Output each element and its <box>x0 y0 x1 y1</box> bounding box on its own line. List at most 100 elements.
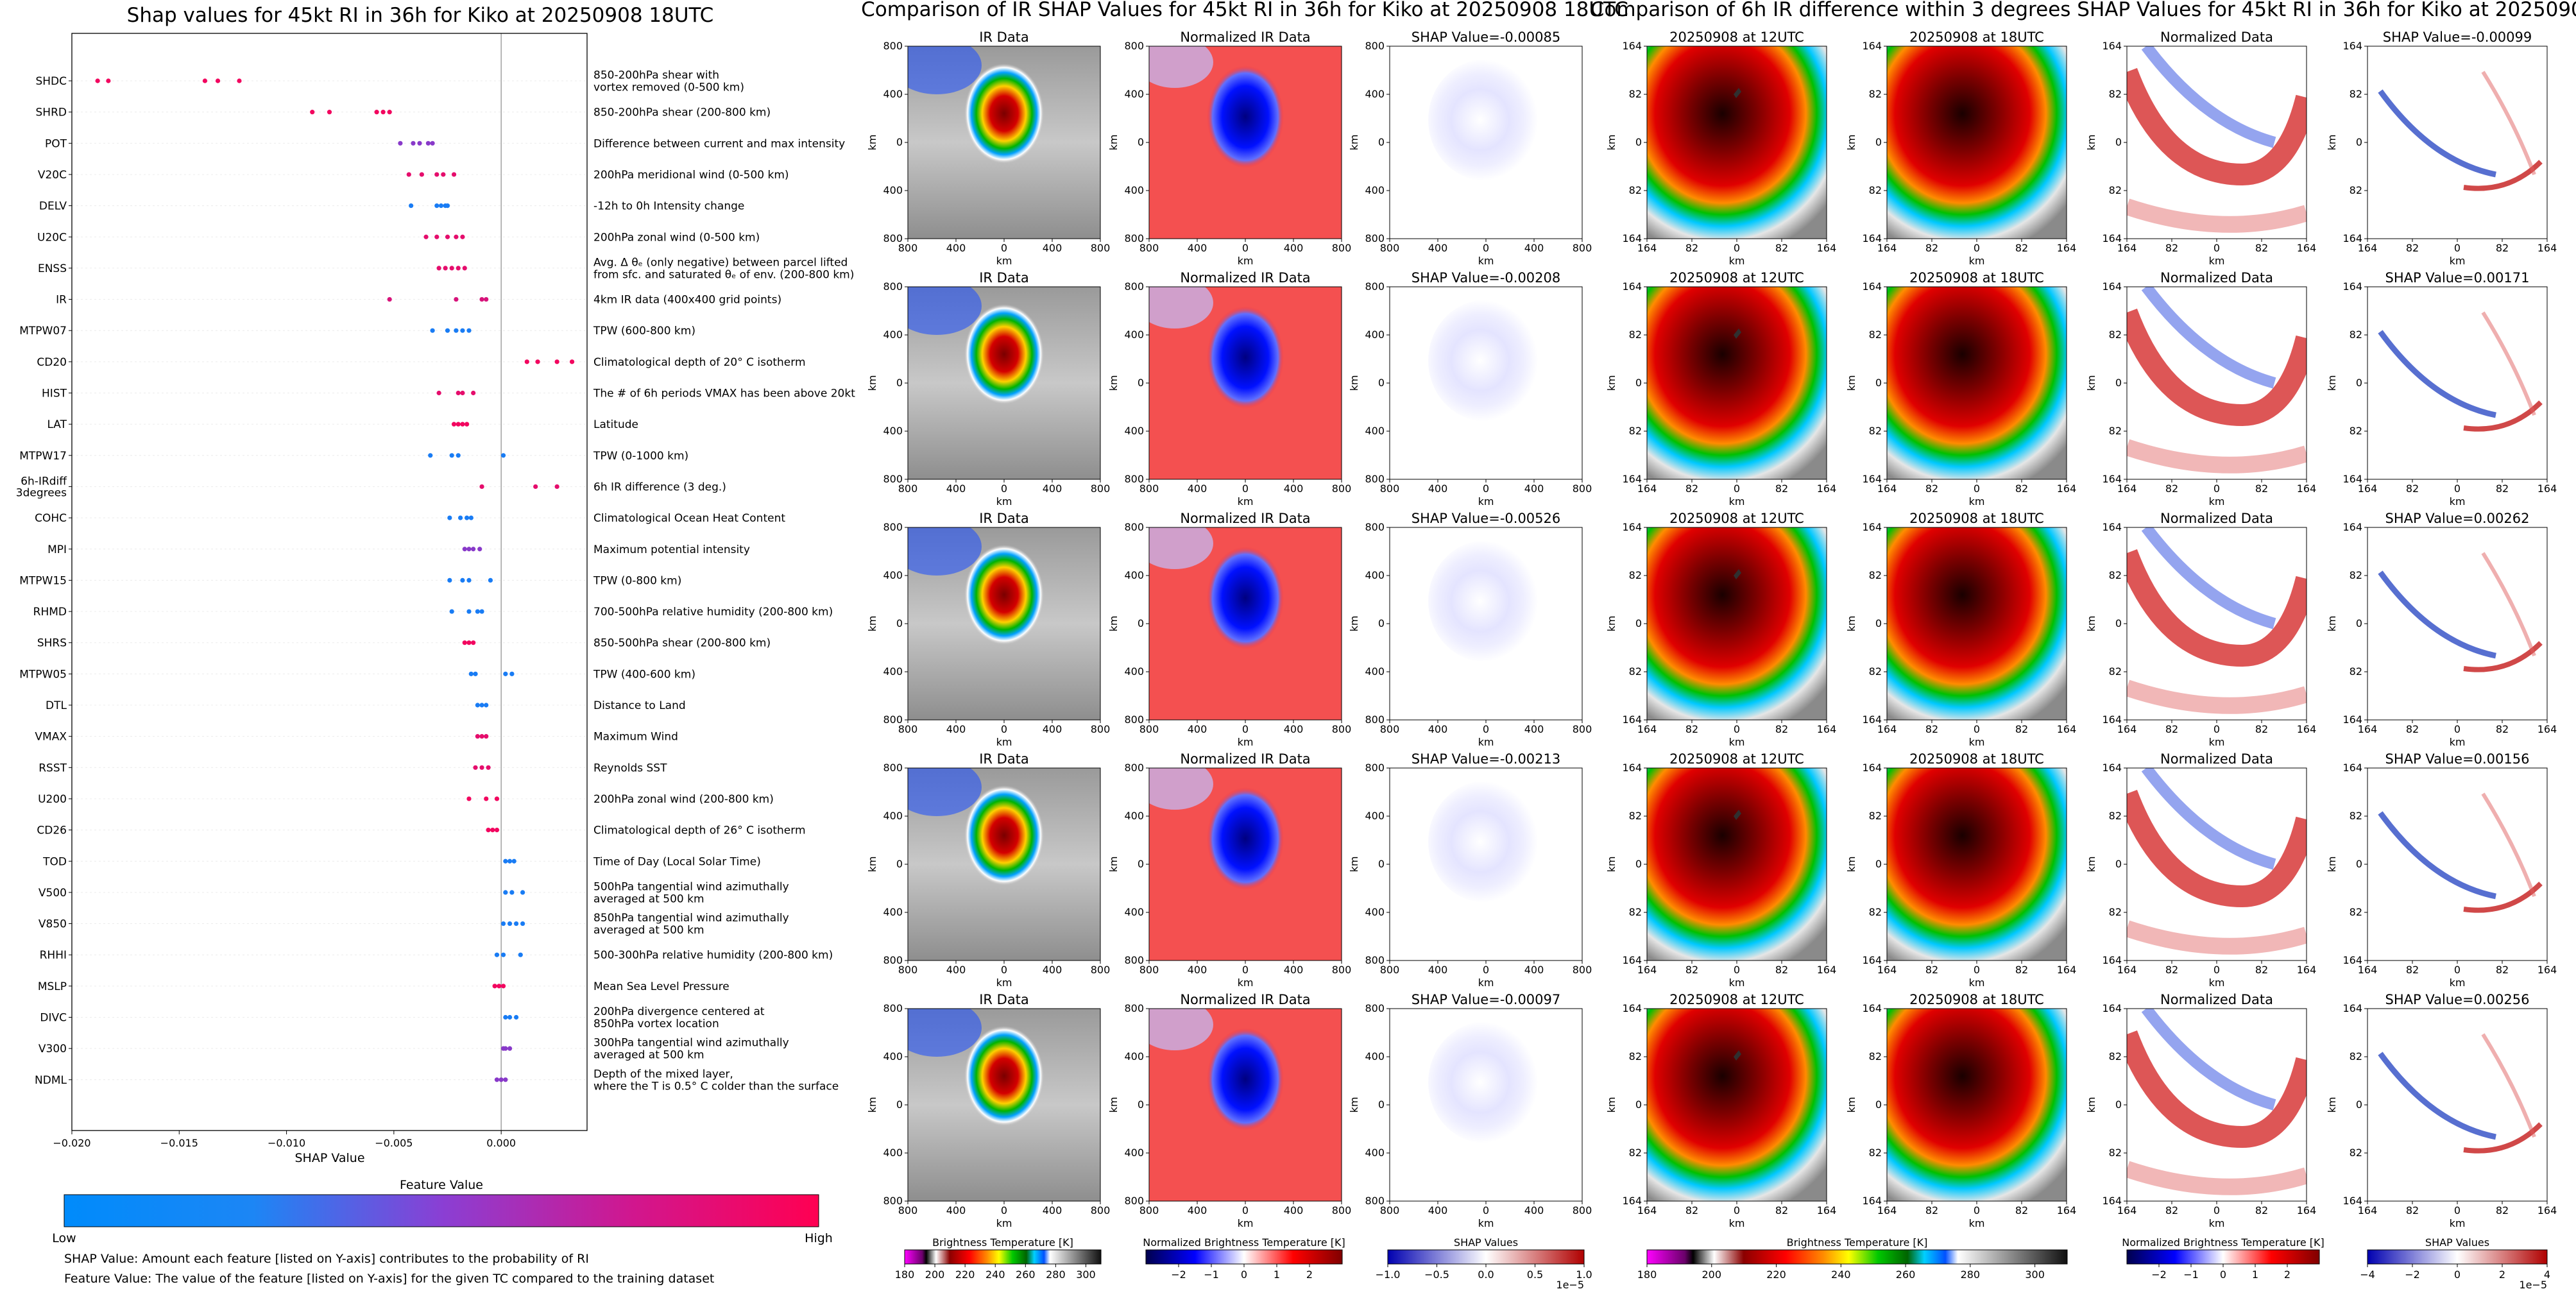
shap-point <box>468 671 473 676</box>
panel-x-tick-label: 0 <box>1242 242 1249 254</box>
feature-row: RSST Reynolds SST <box>38 762 667 774</box>
panel-x-tick-label: 82 <box>1685 964 1698 976</box>
panel-y-axis-label: km <box>1605 1097 1617 1113</box>
panel-x-tick-label: 400 <box>946 964 966 976</box>
diff-shap-panel: SHAP Value=-0.00099164164828200828216416… <box>2326 30 2557 267</box>
panel-x-tick-label: 164 <box>1877 964 1897 976</box>
ir-image <box>908 527 1100 720</box>
panel-y-tick-label: 400 <box>883 425 903 437</box>
panel-image <box>2367 46 2547 239</box>
panel-x-axis-label: km <box>1729 495 1745 508</box>
shap-point <box>477 547 482 552</box>
feature-description: averaged at 500 km <box>593 892 704 905</box>
feature-name: 3degrees <box>16 486 67 499</box>
panel-x-tick-label: 82 <box>1925 723 1938 735</box>
panel-x-tick-label: 800 <box>1573 482 1592 495</box>
panel-x-tick-label: 400 <box>1524 482 1544 495</box>
feature-name: DELV <box>39 200 67 213</box>
feature-colorbar <box>64 1194 819 1227</box>
panel-y-tick-label: 400 <box>1365 88 1385 100</box>
panel-y-tick-label: 800 <box>1365 521 1385 533</box>
panel-y-tick-label: 400 <box>1365 425 1385 437</box>
panel-y-tick-label: 164 <box>2102 232 2122 244</box>
panel-y-tick-label: 164 <box>2102 1002 2122 1014</box>
feature-name: ENSS <box>38 262 67 275</box>
panel-y-axis-label: km <box>2326 857 2338 873</box>
panel-x-tick-label: 400 <box>1043 723 1062 735</box>
x-tick-label: 0.000 <box>486 1137 516 1149</box>
shap-point <box>460 328 465 333</box>
colorbar-tick-label: 4 <box>2544 1268 2550 1281</box>
note-shap-value: SHAP Value: Amount each feature [listed … <box>64 1252 589 1266</box>
panel-y-tick-label: 800 <box>1124 762 1144 774</box>
panel-x-tick-label: 164 <box>2117 723 2137 735</box>
ir-brightness-colorbar: Brightness Temperature [K] 180 200 220 240 26… <box>895 1236 1102 1281</box>
panel-image <box>1887 46 2067 239</box>
ir-18utc-panel: 20250908 at 18UTC1641648282008282164164k… <box>1845 270 2076 508</box>
panel-x-tick-label: 164 <box>1817 964 1837 976</box>
feature-description: 200hPa zonal wind (0-500 km) <box>593 231 760 244</box>
panel-y-axis-label: km <box>1605 616 1617 632</box>
panel-y-tick-label: 82 <box>2109 184 2122 196</box>
colorbar-tick-label: 220 <box>955 1268 975 1281</box>
panel-y-tick-label: 164 <box>2102 40 2122 52</box>
panel-x-tick-label: 82 <box>2406 482 2419 495</box>
panel-y-tick-label: 164 <box>1862 762 1882 774</box>
panel-y-tick-label: 800 <box>1365 280 1385 293</box>
shap-point <box>479 484 484 490</box>
ir-comparison-title: Comparison of IR SHAP Values for 45kt RI… <box>861 0 1628 21</box>
panel-y-tick-label: 164 <box>1862 473 1882 485</box>
feature-description: 700-500hPa relative humidity (200-800 km… <box>593 606 833 619</box>
panel-x-tick-label: 0 <box>1483 964 1489 976</box>
ir-image <box>908 46 1100 239</box>
shap-point <box>507 1014 513 1020</box>
panel-x-axis-label: km <box>1729 1217 1745 1229</box>
panel-y-tick-label: 0 <box>1138 1098 1144 1111</box>
panel-image <box>2127 46 2307 239</box>
shap-point <box>456 453 461 458</box>
panel-x-tick-label: 82 <box>1925 242 1938 254</box>
panel-x-axis-label: km <box>996 495 1012 508</box>
panel-image <box>1887 768 2067 960</box>
panel-x-tick-label: 800 <box>1573 723 1592 735</box>
shap-point <box>466 640 472 645</box>
shap-point <box>460 422 465 427</box>
normalized-ir-image <box>1149 287 1342 479</box>
panel-x-tick-label: 400 <box>1524 1204 1544 1216</box>
panel-x-tick-label: 0 <box>1242 482 1249 495</box>
feature-description: 850-200hPa shear with <box>593 69 719 82</box>
panel-y-tick-label: 800 <box>883 473 903 485</box>
panel-y-tick-label: 82 <box>1629 665 1642 678</box>
shap-point <box>425 141 431 146</box>
shap-point <box>436 266 441 271</box>
panel-x-tick-label: 800 <box>1139 482 1159 495</box>
panel-x-tick-label: 400 <box>1043 964 1062 976</box>
shap-point <box>520 890 525 895</box>
colorbar-high-label: High <box>805 1231 833 1245</box>
feature-row: VMAX Maximum Wind <box>35 731 678 744</box>
feature-name: RHHI <box>40 949 67 962</box>
x-ticks: −0.020 −0.015 −0.010 −0.005 0.000 <box>53 1131 516 1149</box>
shap-point <box>466 609 472 614</box>
colorbar-tick-label: 1.0 <box>1576 1268 1592 1281</box>
shap-point <box>479 609 484 614</box>
panel-y-tick-label: 82 <box>2109 810 2122 822</box>
panel-y-tick-label: 82 <box>1869 1147 1882 1159</box>
panel-x-axis-label: km <box>1969 255 1985 267</box>
shap-point <box>454 296 459 302</box>
ir-12utc-panel: 20250908 at 12UTC1641648282008282164164k… <box>1605 30 1836 267</box>
panel-y-tick-label: 800 <box>1124 1195 1144 1207</box>
panel-image <box>2127 527 2307 720</box>
panel-y-tick-label: 164 <box>2102 713 2122 726</box>
panel-y-tick-label: 164 <box>1622 713 1642 726</box>
irdiff-colorbars: Brightness Temperature [K]180 200 220 240 26… <box>1637 1236 2550 1289</box>
panel-image <box>1647 287 1827 479</box>
panel-y-axis-label: km <box>1107 135 1120 151</box>
panel-y-tick-label: 400 <box>883 810 903 822</box>
panel-x-tick-label: 82 <box>1925 964 1938 976</box>
panel-x-tick-label: 400 <box>1188 1204 1207 1216</box>
colorbar-label: SHAP Values <box>1454 1236 1518 1249</box>
shap-point <box>445 234 450 239</box>
shap-point <box>449 266 454 271</box>
feature-description: 850hPa vortex location <box>593 1018 719 1030</box>
